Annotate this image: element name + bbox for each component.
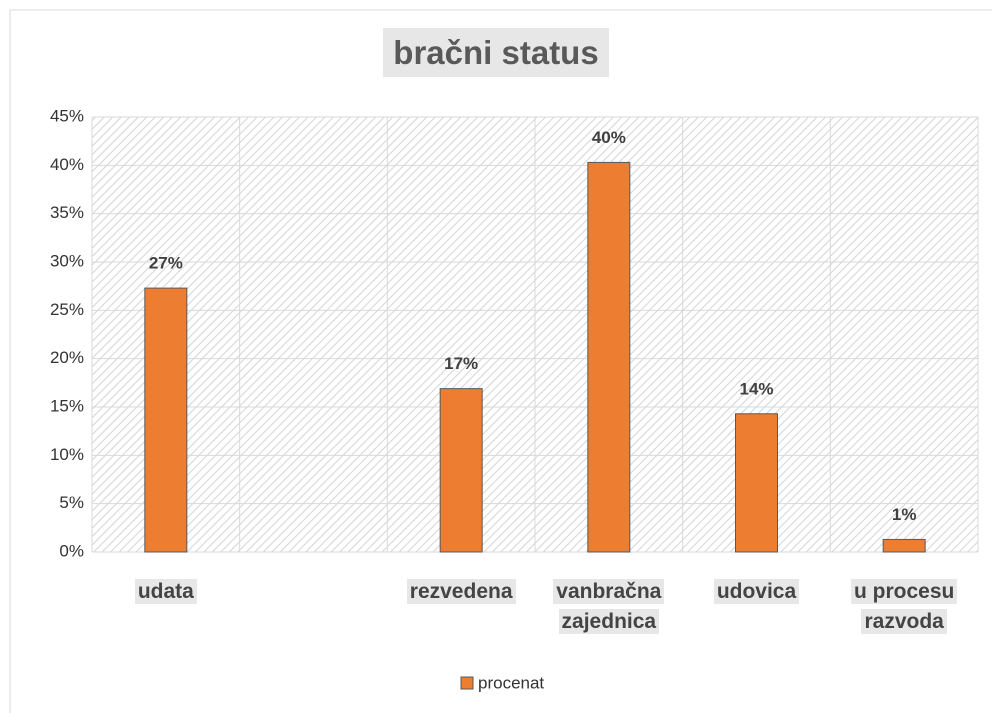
y-tick-label: 30% [50, 251, 84, 270]
bar [587, 161, 631, 553]
x-tick-label: udovica [687, 577, 827, 607]
y-tick-label: 25% [50, 300, 84, 319]
y-tick-label: 40% [50, 155, 84, 174]
data-label: 27% [149, 254, 183, 273]
x-tick-label: udata [96, 577, 236, 607]
data-label: 14% [739, 379, 773, 398]
chart-border [9, 9, 992, 713]
x-tick-text: vanbračna zajednica [553, 579, 665, 634]
x-tick-text: u procesu razvoda [850, 579, 958, 634]
data-label: 40% [592, 128, 626, 147]
x-tick-label: rezvedena [391, 577, 531, 607]
chart-title: bračni status [383, 28, 609, 77]
y-tick-label: 15% [50, 396, 84, 415]
y-tick-label: 35% [50, 203, 84, 222]
legend-swatch [460, 676, 474, 690]
bar [439, 388, 483, 553]
bar [144, 287, 188, 553]
x-tick-label: u procesu razvoda [834, 577, 974, 637]
data-label: 17% [444, 354, 478, 373]
x-tick-label: vanbračna zajednica [539, 577, 679, 637]
y-tick-label: 0% [59, 541, 84, 560]
legend-label: procenat [478, 673, 544, 692]
bar [882, 538, 926, 553]
y-tick-label: 10% [50, 445, 84, 464]
y-tick-label: 45% [50, 106, 84, 125]
y-tick-label: 20% [50, 348, 84, 367]
x-tick-text: udata [134, 579, 197, 604]
bar [735, 413, 778, 553]
y-tick-label: 5% [59, 493, 84, 512]
data-label: 1% [892, 505, 917, 524]
chart-title-box: bračni status [0, 28, 992, 77]
x-tick-text: udovica [713, 579, 800, 604]
x-tick-text: rezvedena [406, 579, 516, 604]
